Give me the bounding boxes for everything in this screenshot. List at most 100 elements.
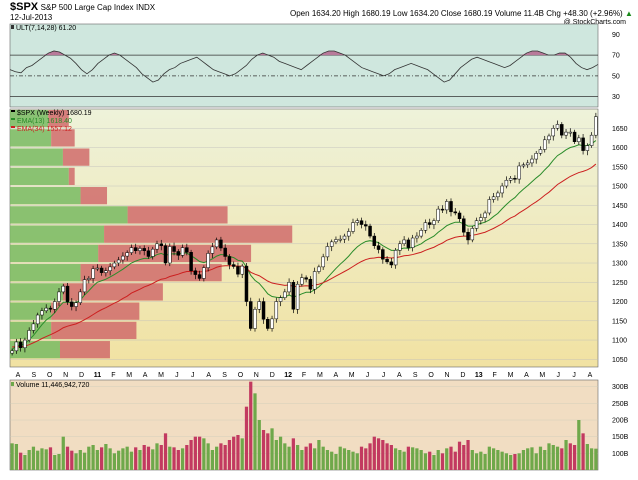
candle-body	[474, 220, 479, 229]
volume-bar	[491, 448, 496, 470]
symbol: $SPX	[10, 1, 39, 13]
candle-body	[197, 274, 202, 279]
y-tick-label: 1400	[612, 222, 628, 229]
candle-body	[534, 153, 538, 160]
candle-body	[253, 308, 257, 329]
x-tick-label: J	[382, 372, 386, 379]
low-label: Low	[392, 9, 408, 18]
volume-bar	[445, 448, 449, 470]
x-tick-label: J	[366, 372, 370, 379]
x-tick-label: F	[302, 372, 306, 379]
x-tick-label: 12	[284, 372, 292, 379]
volume-bar	[534, 453, 538, 470]
y-tick-label: 90	[612, 32, 620, 39]
candle-body	[189, 251, 193, 271]
volume-bar	[99, 447, 104, 470]
candle-body	[214, 239, 219, 248]
candle-body	[462, 218, 466, 233]
volume-bar	[163, 433, 168, 470]
candle-body	[300, 277, 304, 285]
chart-date: 12-Jul-2013	[10, 13, 53, 22]
volume-bar	[355, 453, 359, 470]
volume-bar	[436, 450, 440, 470]
volume-bar	[202, 438, 206, 470]
close-label: Close	[440, 9, 462, 18]
candle-body	[231, 264, 236, 267]
volume-bar	[270, 428, 274, 470]
volume-bar	[487, 446, 491, 470]
candle-body	[23, 339, 27, 348]
candle-body	[542, 139, 547, 150]
candle-body	[444, 201, 449, 211]
candle-body	[359, 220, 364, 225]
candle-body	[261, 301, 266, 320]
volume-bar	[134, 447, 138, 470]
x-tick-label: S	[32, 372, 37, 379]
candle-body	[52, 301, 57, 310]
candle-body	[61, 285, 66, 293]
volume-bar	[585, 444, 589, 470]
volume-bar	[398, 450, 402, 470]
volume-bar	[53, 455, 57, 470]
x-tick-label: O	[428, 372, 434, 379]
volume-bar	[500, 451, 504, 470]
volume-bar	[138, 450, 142, 470]
candle-body	[398, 243, 402, 251]
candle-body	[48, 307, 53, 310]
candle-body	[517, 165, 521, 180]
candle-body	[57, 291, 61, 302]
watermark-text: @ StockCharts.com	[564, 19, 627, 26]
volume-bar	[385, 443, 389, 470]
volume-bar	[172, 447, 176, 470]
volume-bar	[82, 452, 87, 470]
candle-body	[419, 230, 423, 237]
volume-bar	[240, 438, 244, 470]
x-tick-label: 11	[94, 372, 102, 379]
candle-body	[453, 211, 458, 214]
y-tick-label: 1650	[612, 126, 628, 133]
volume-bar	[151, 449, 155, 470]
candle-body	[325, 246, 330, 258]
candle-body	[513, 178, 517, 180]
candle-body	[210, 246, 215, 254]
volume-bar	[129, 451, 134, 470]
volume-bar	[23, 455, 27, 470]
volume-bar	[504, 453, 509, 470]
volume-bar	[44, 449, 48, 470]
volume-bar	[19, 452, 23, 470]
volume-bar	[577, 420, 581, 470]
volume-bar	[91, 445, 95, 470]
vbp-bar-up	[10, 302, 52, 320]
volume-bar	[393, 448, 398, 470]
candle-body	[193, 270, 198, 275]
x-tick-label: J	[556, 372, 560, 379]
candle-body	[525, 162, 530, 166]
volume-bar	[419, 450, 423, 470]
volume-bar	[538, 446, 543, 470]
candle-body	[432, 220, 436, 225]
open-value: 1634.20	[311, 9, 341, 18]
vbp-bar-up	[10, 206, 128, 224]
y-tick-label: 1150	[612, 318, 627, 325]
candle-body	[581, 137, 585, 151]
volume-bar	[338, 446, 342, 470]
exchange: INDX	[135, 3, 156, 12]
volume-bar	[249, 381, 253, 470]
volume-bar	[10, 443, 14, 470]
x-tick-label: M	[539, 372, 545, 379]
x-tick-label: D	[79, 372, 84, 379]
volume-bar	[423, 453, 428, 470]
indicator-legend: ULT(7,14,28) 61.20	[16, 25, 76, 32]
candle-body	[483, 212, 487, 218]
x-tick-label: M	[317, 372, 323, 379]
candle-body	[108, 266, 112, 271]
candle-body	[415, 235, 419, 239]
volume-bar	[568, 443, 572, 470]
volume-bar	[104, 444, 108, 470]
index-name: S&P 500 Large Cap Index	[40, 3, 134, 12]
volume-bar	[543, 450, 547, 470]
candle-body	[338, 238, 342, 241]
vbp-bar-down	[127, 206, 228, 224]
vbp-bar-down	[104, 225, 293, 243]
